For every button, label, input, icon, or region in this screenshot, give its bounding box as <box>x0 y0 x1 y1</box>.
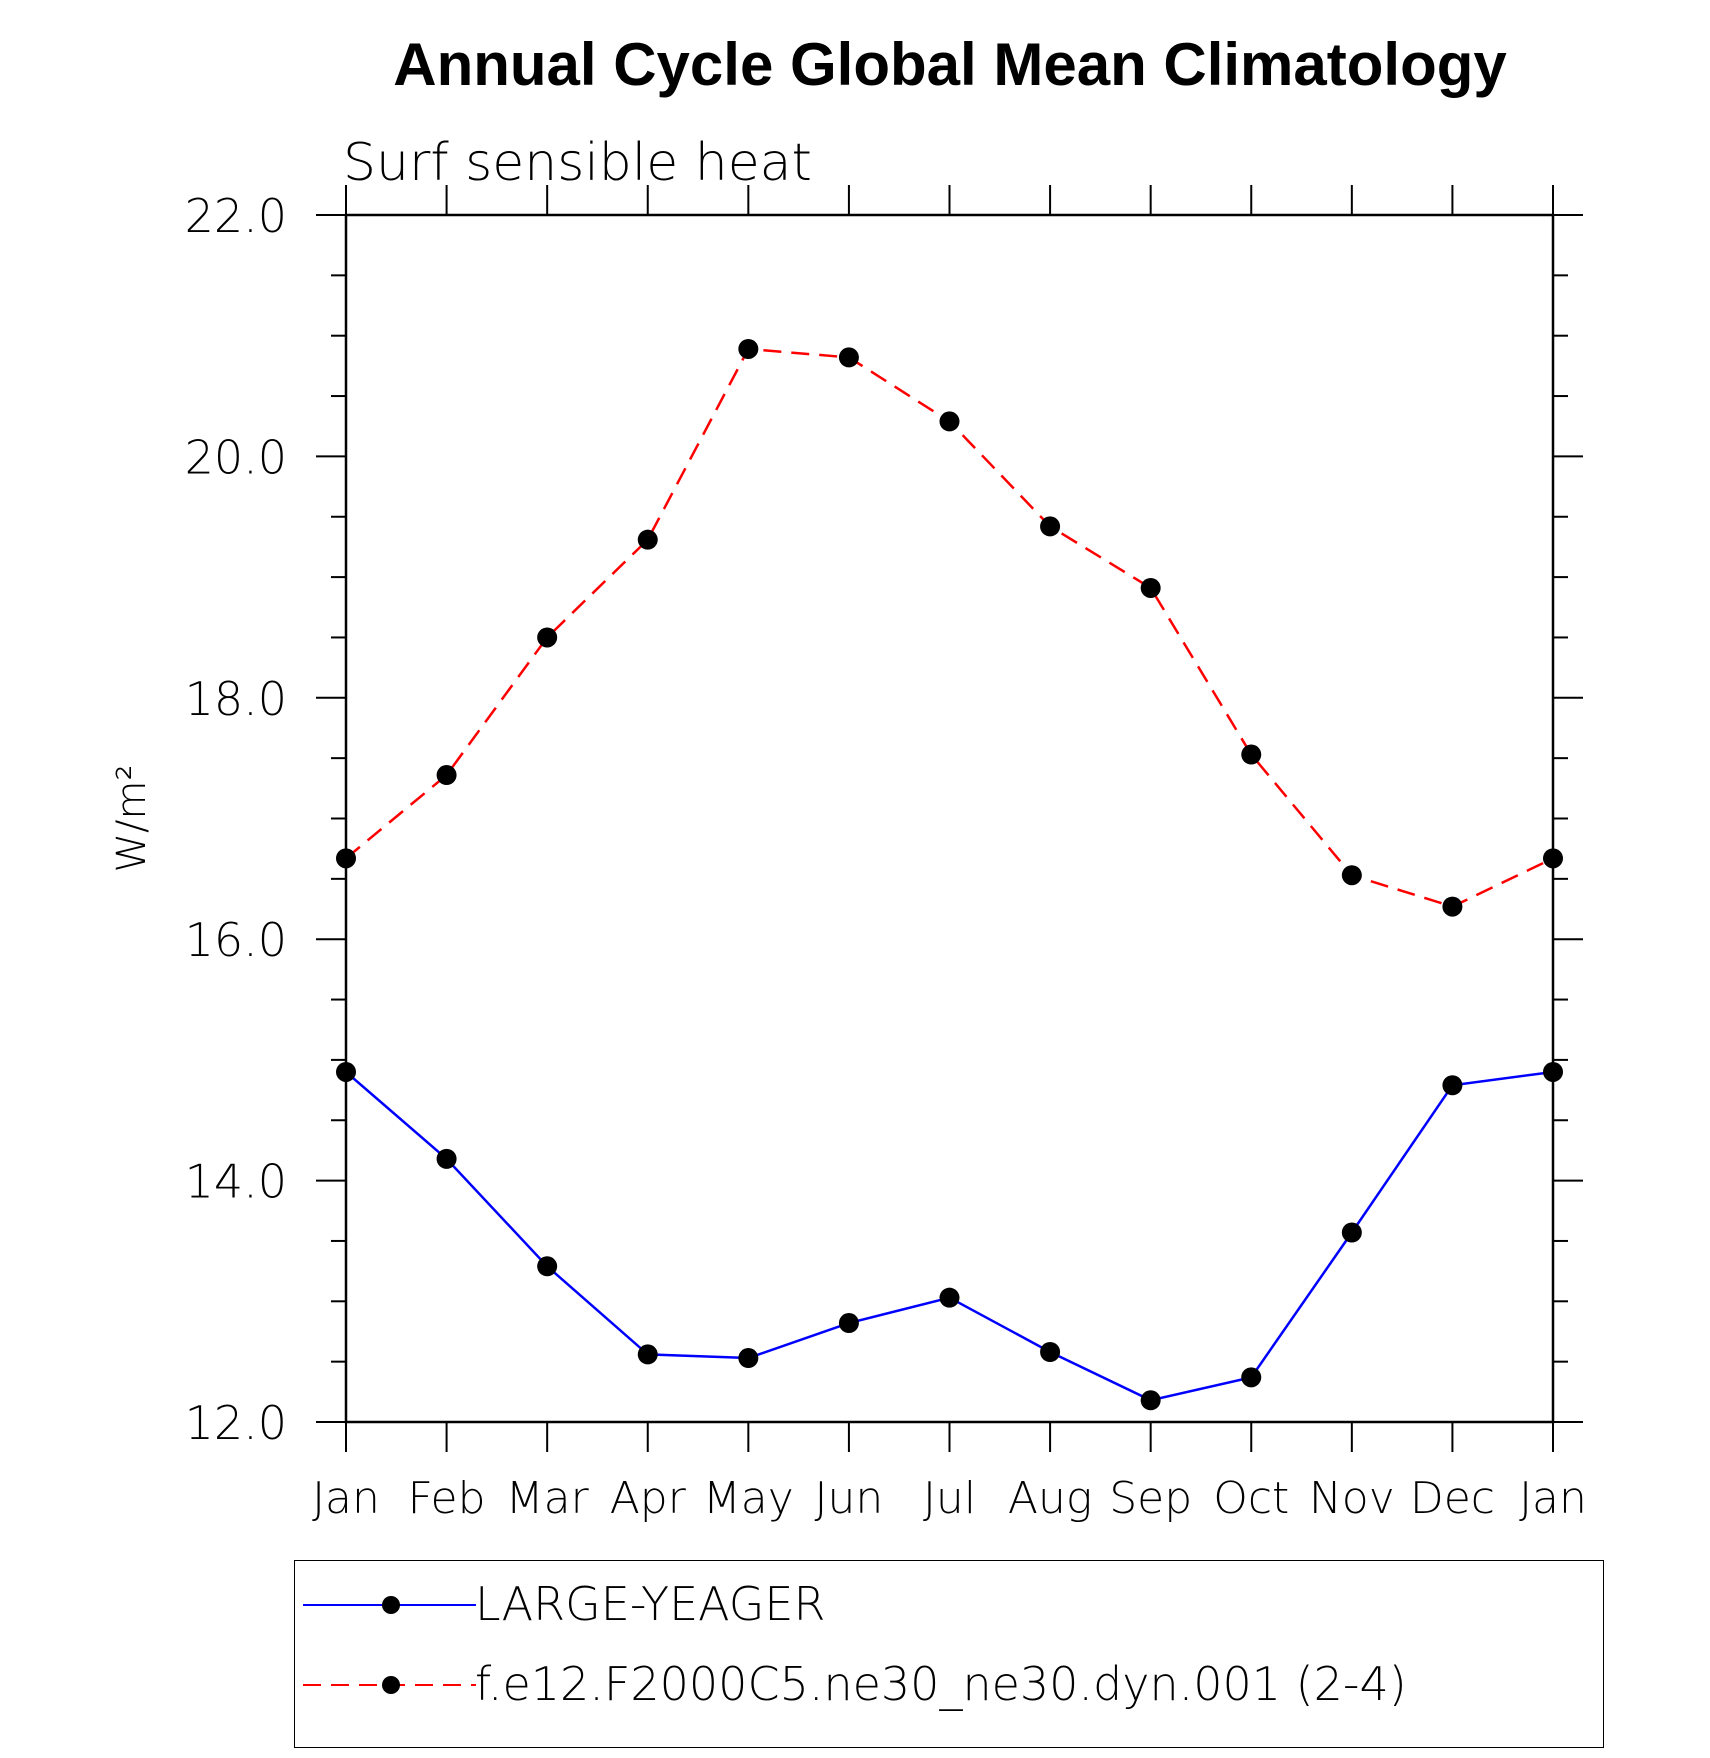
x-tick-label: May <box>703 1473 794 1524</box>
x-tick-label: Oct <box>1213 1473 1289 1524</box>
y-axis-label: W/m² <box>109 764 155 872</box>
x-tick-label: Mar <box>506 1473 590 1524</box>
y-axis-label-group: W/m² <box>109 764 155 872</box>
data-point-series-2 <box>1040 516 1061 537</box>
data-point-series-2 <box>436 765 457 786</box>
y-tick-label: 18.0 <box>185 672 287 726</box>
y-tick-label: 16.0 <box>185 913 287 967</box>
data-point-series-2 <box>1341 865 1362 886</box>
data-point-series-2 <box>1140 577 1161 598</box>
data-point-series-2 <box>336 848 356 869</box>
x-tick-label: Sep <box>1109 1473 1192 1524</box>
x-tick-label: Aug <box>1008 1473 1092 1524</box>
series-line-1 <box>345 1070 1554 1402</box>
x-tick-labels: Jan Feb Mar Apr May Jun Jul Aug Sep Oct Nov Dec Jan <box>312 1473 1587 1524</box>
data-point-series-2 <box>1442 896 1463 917</box>
data-point-series-1 <box>1543 1061 1563 1082</box>
data-point-series-2 <box>939 411 960 432</box>
data-point-series-1 <box>838 1313 859 1334</box>
data-point-series-2 <box>838 347 859 368</box>
data-point-series-1 <box>637 1344 658 1365</box>
x-tick-label: Nov <box>1309 1473 1395 1524</box>
data-point-series-1 <box>738 1348 759 1369</box>
series-group <box>336 338 1563 1411</box>
data-point-series-1 <box>336 1061 356 1082</box>
plot-frame <box>344 213 1555 1424</box>
data-point-series-2 <box>1543 848 1563 869</box>
y-tick-label: 22.0 <box>185 189 287 243</box>
data-point-series-1 <box>1341 1222 1362 1243</box>
y-tick-label: 20.0 <box>185 430 287 484</box>
x-tick-label: Jan <box>312 1473 380 1524</box>
x-tick-label: Feb <box>408 1473 486 1524</box>
data-point-series-1 <box>537 1256 558 1277</box>
legend-label-1: LARGE-YEAGER <box>475 1577 826 1631</box>
x-tick-label: Jan <box>1519 1473 1587 1524</box>
chart-subtitle: Surf sensible heat <box>343 133 812 193</box>
data-point-series-2 <box>637 529 658 550</box>
x-tick-label: Jun <box>815 1473 884 1524</box>
legend-line-1 <box>303 1596 476 1614</box>
legend-line-2 <box>303 1676 476 1694</box>
data-point-series-2 <box>1241 744 1262 765</box>
x-tick-label: Apr <box>610 1473 687 1524</box>
data-point-series-1 <box>436 1148 457 1169</box>
y-tick-label: 12.0 <box>185 1396 287 1450</box>
x-tick-label: Jul <box>923 1473 976 1524</box>
legend: LARGE-YEAGER f.e12.F2000C5.ne30_ne30.dyn… <box>294 1560 1604 1748</box>
data-point-series-2 <box>738 338 759 359</box>
chart-title: Annual Cycle Global Mean Climatology <box>393 31 1507 98</box>
y-tick-labels: 12.0 14.0 16.0 18.0 20.0 22.0 <box>185 189 287 1450</box>
data-point-series-2 <box>537 627 558 648</box>
data-point-series-1 <box>939 1287 960 1308</box>
data-point-series-1 <box>1442 1075 1463 1096</box>
legend-label-2: f.e12.F2000C5.ne30_ne30.dyn.001 (2-4) <box>475 1657 1407 1711</box>
data-point-series-1 <box>1040 1341 1061 1362</box>
data-point-series-1 <box>1140 1390 1161 1411</box>
series-line-2 <box>345 347 1554 908</box>
y-tick-label: 14.0 <box>185 1155 287 1209</box>
x-tick-label: Dec <box>1410 1473 1495 1524</box>
data-point-series-1 <box>1241 1367 1262 1388</box>
plot-axes <box>316 185 1583 1452</box>
